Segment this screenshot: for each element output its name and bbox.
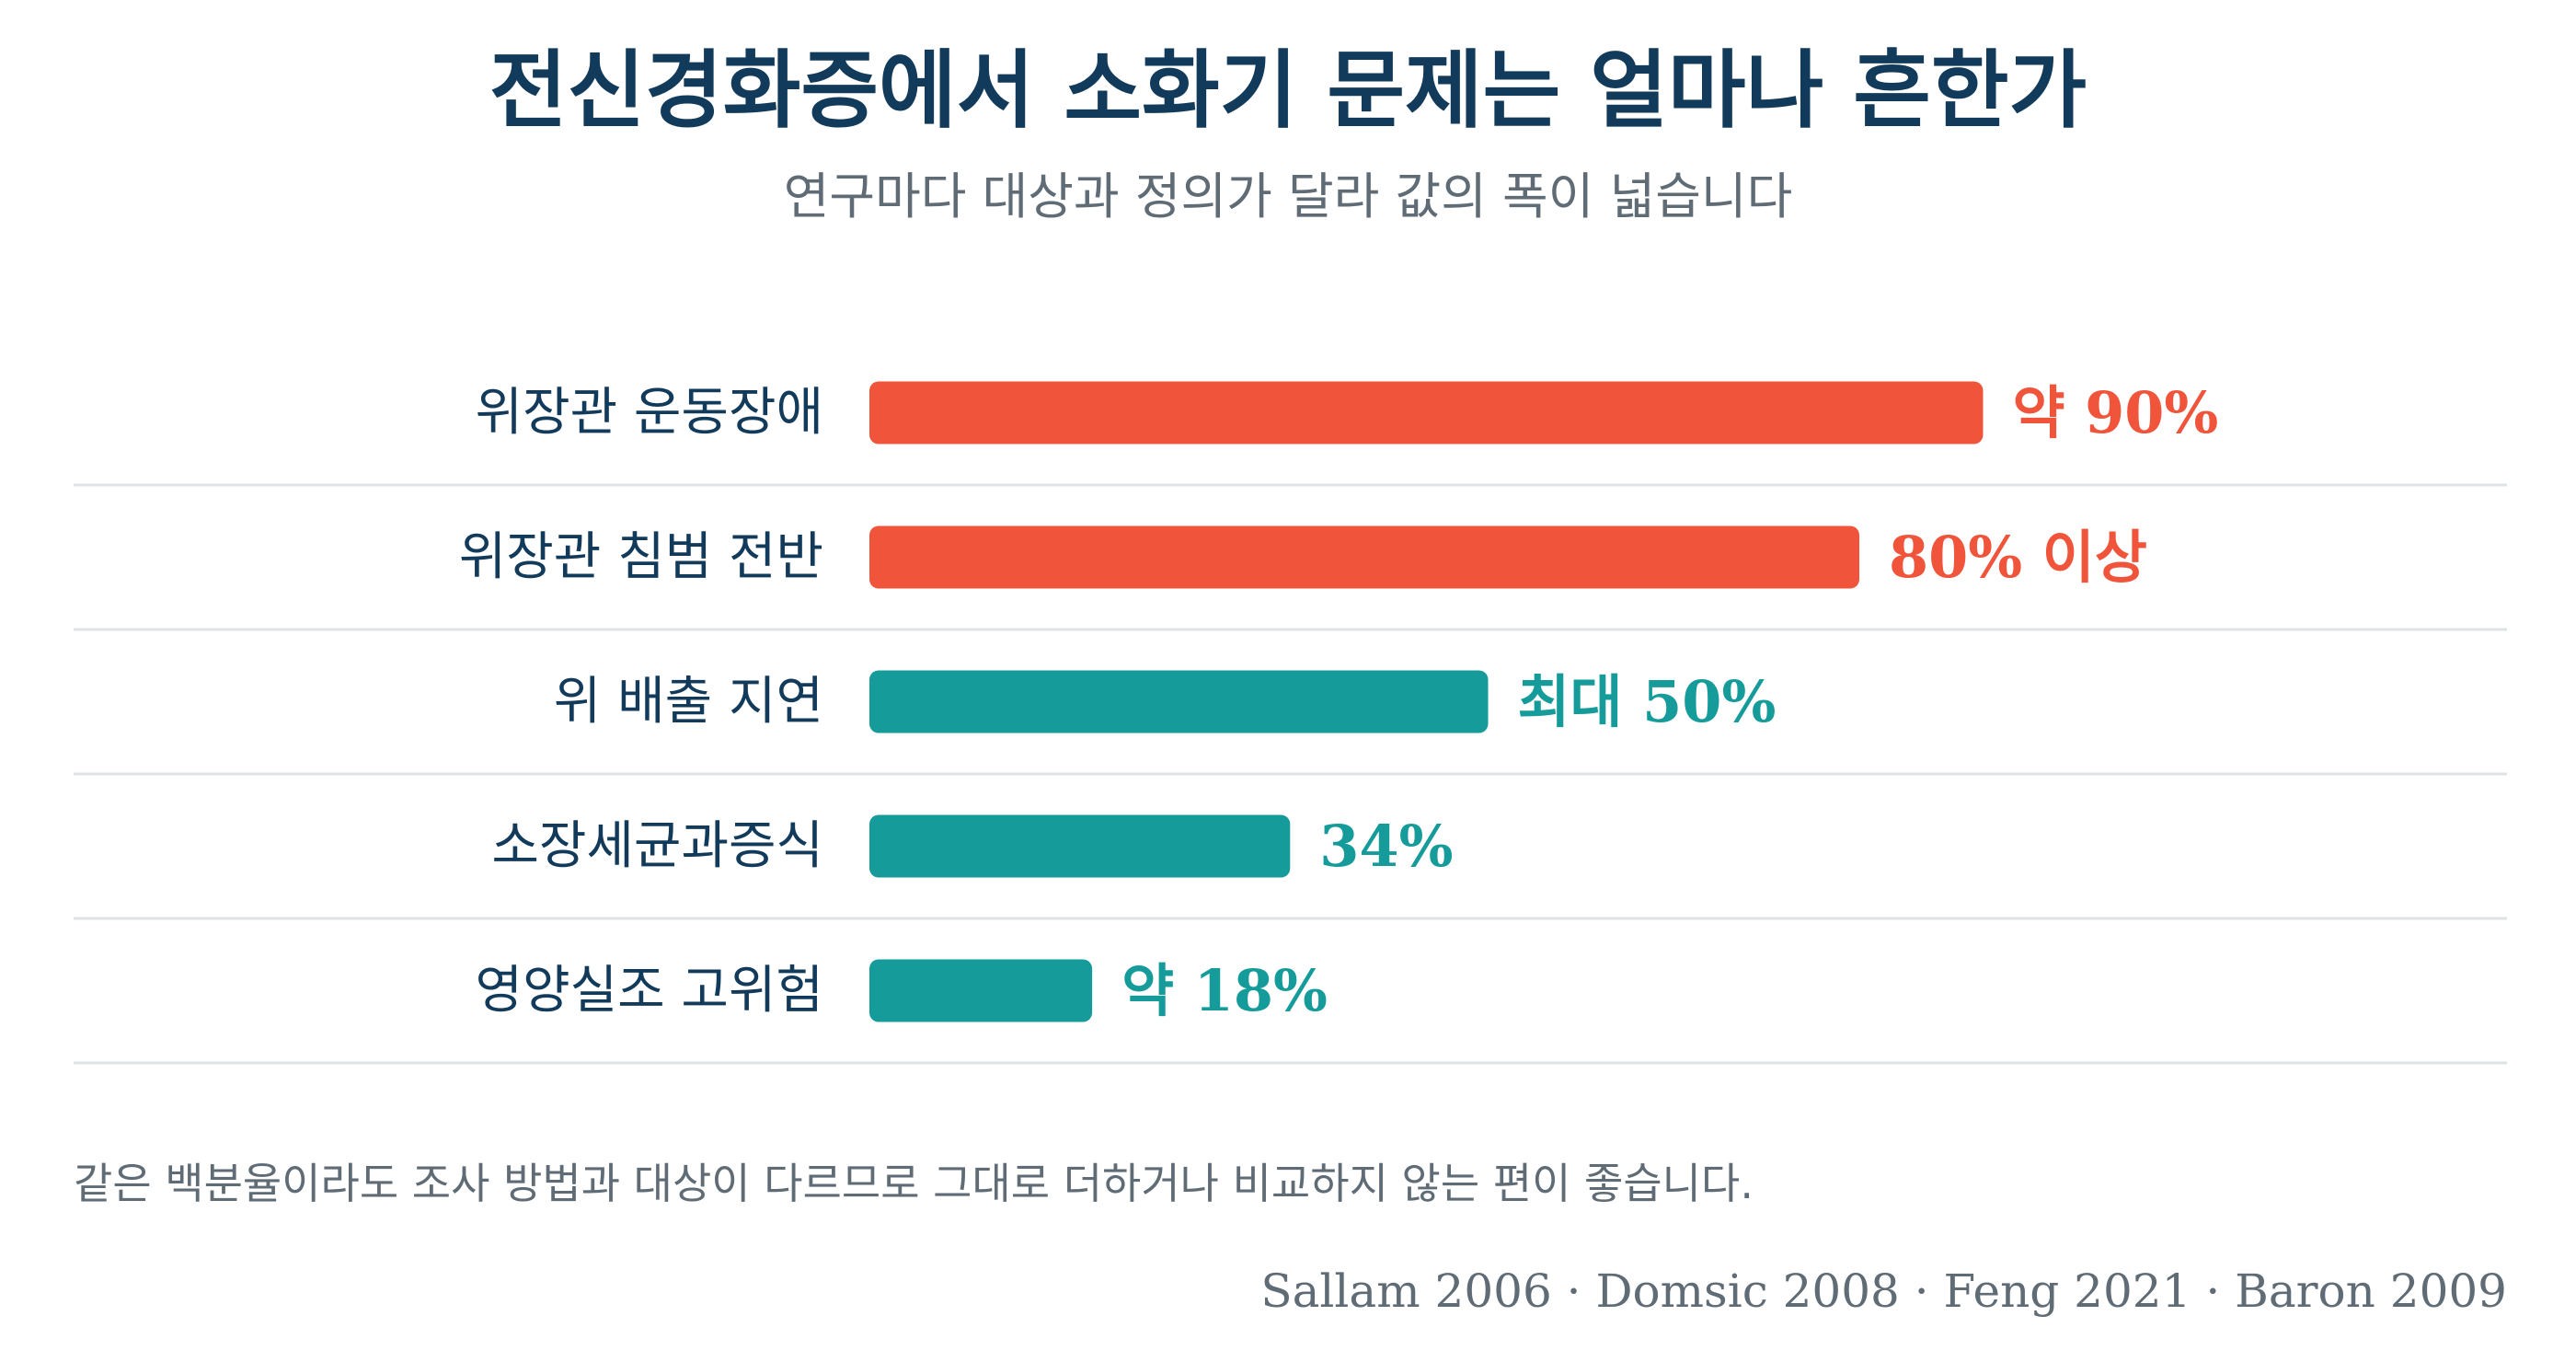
bar [869,381,1984,444]
bar [869,525,1859,589]
value-label: 최대 50% [1518,668,1777,735]
bar [869,959,1093,1022]
chart-title: 전신경화증에서 소화기 문제는 얼마나 흔한가 [489,41,2087,140]
chart-subtitle: 연구마다 대상과 정의가 달라 값의 폭이 넓습니다 [784,167,1793,225]
value-label: 80% 이상 [1889,524,2147,591]
bar-plot-area: 위장관 운동장애 약 90% 위장관 침범 전반 80% 이상위 배출 지연 최대 50… [74,379,2507,1065]
footnote: 같은 백분율이라도 조사 방법과 대상이 다르므로 그대로 더하거나 비교하지 … [74,1159,1754,1208]
category-label: 위장관 운동장애 [476,383,823,443]
bar [869,814,1291,878]
source-citation: Sallam 2006 · Domsic 2008 · Feng 2021 · … [1260,1264,2507,1318]
bar [869,670,1489,733]
value-label: 34% [1319,813,1453,880]
category-label: 소장세균과증식 [491,816,823,876]
category-label: 위 배출 지연 [554,672,823,732]
category-label: 위장관 침범 전반 [459,527,823,587]
value-label: 약 18% [1121,957,1328,1024]
value-label: 약 90% [2013,379,2219,446]
category-label: 영양실조 고위험 [476,961,823,1021]
